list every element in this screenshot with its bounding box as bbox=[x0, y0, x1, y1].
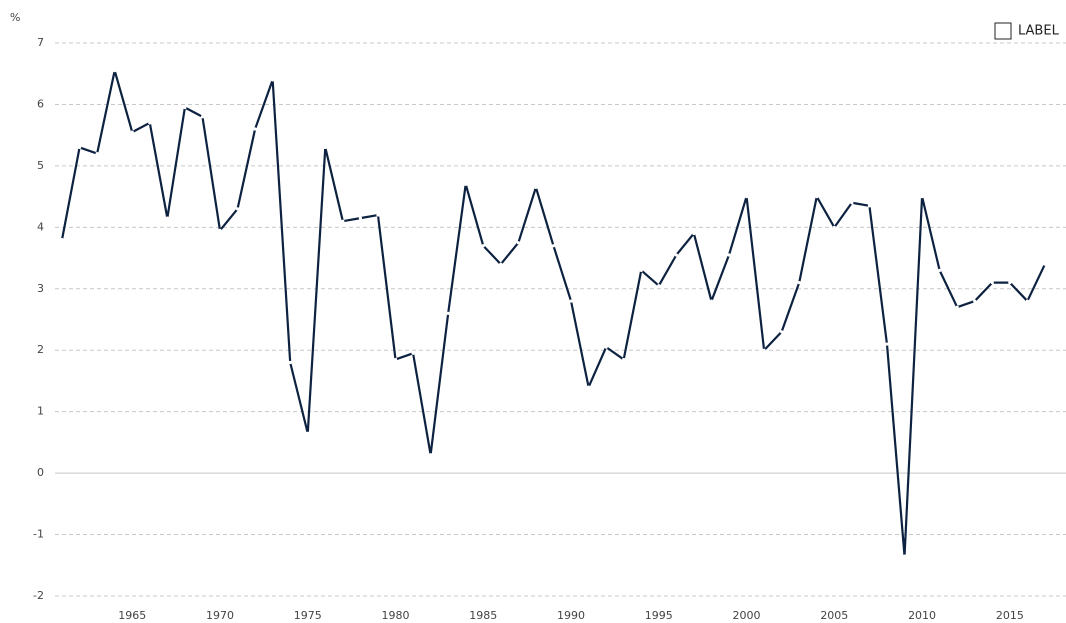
point bbox=[1008, 281, 1012, 285]
x-tick-label: 1970 bbox=[206, 609, 234, 622]
point bbox=[657, 284, 661, 288]
point bbox=[446, 311, 450, 315]
point bbox=[1025, 299, 1029, 303]
point bbox=[586, 385, 591, 389]
x-tick-label: 1995 bbox=[645, 609, 673, 622]
point bbox=[218, 228, 222, 233]
point bbox=[990, 281, 994, 285]
point bbox=[639, 268, 643, 272]
point bbox=[306, 431, 310, 435]
point bbox=[780, 330, 784, 334]
point bbox=[815, 195, 819, 199]
point bbox=[95, 152, 99, 156]
x-tick-label: 1985 bbox=[469, 609, 497, 622]
point bbox=[551, 244, 556, 248]
y-tick-label: 2 bbox=[37, 343, 44, 356]
point bbox=[920, 195, 924, 199]
y-tick-label: -1 bbox=[33, 528, 44, 541]
y-tick-label: -2 bbox=[33, 589, 44, 602]
point bbox=[727, 253, 731, 257]
point bbox=[323, 145, 327, 150]
point bbox=[516, 241, 520, 245]
point bbox=[762, 348, 766, 352]
point bbox=[604, 345, 608, 349]
point bbox=[569, 299, 573, 303]
point bbox=[709, 299, 714, 303]
point bbox=[253, 127, 257, 131]
point bbox=[376, 213, 380, 217]
x-tick-label: 1965 bbox=[118, 609, 146, 622]
point bbox=[499, 262, 503, 266]
point bbox=[288, 360, 292, 365]
point bbox=[481, 244, 485, 248]
y-tick-label: 1 bbox=[37, 405, 44, 418]
x-tick-label: 2015 bbox=[996, 609, 1024, 622]
point bbox=[955, 305, 959, 309]
point bbox=[622, 357, 626, 362]
point bbox=[464, 182, 468, 186]
point bbox=[411, 351, 415, 355]
point bbox=[148, 121, 152, 125]
legend-label: LABEL bbox=[1018, 24, 1060, 39]
x-tick-label: 1990 bbox=[557, 609, 585, 622]
point bbox=[534, 185, 538, 189]
point bbox=[850, 201, 854, 205]
point bbox=[165, 216, 169, 220]
x-tick-label: 2000 bbox=[733, 609, 761, 622]
point bbox=[341, 219, 345, 223]
point bbox=[1043, 262, 1047, 266]
point bbox=[77, 145, 82, 150]
point bbox=[271, 78, 275, 82]
x-tick-label: 2005 bbox=[820, 609, 848, 622]
y-unit: % bbox=[10, 11, 20, 24]
point bbox=[973, 299, 977, 303]
line bbox=[60, 69, 1046, 558]
legend-swatch bbox=[994, 22, 1012, 40]
point bbox=[902, 554, 907, 558]
point bbox=[938, 268, 942, 272]
point bbox=[744, 195, 749, 199]
point bbox=[429, 453, 433, 457]
y-tick-label: 7 bbox=[37, 36, 44, 49]
point bbox=[832, 225, 836, 229]
y-tick-label: 0 bbox=[37, 466, 44, 479]
x-tick-label: 1975 bbox=[294, 609, 322, 622]
point bbox=[885, 342, 889, 346]
point bbox=[867, 204, 872, 208]
point bbox=[235, 207, 240, 211]
point bbox=[674, 253, 678, 257]
x-tick-label: 2010 bbox=[908, 609, 936, 622]
point bbox=[797, 281, 801, 285]
point bbox=[130, 130, 134, 134]
point bbox=[113, 69, 117, 73]
y-tick-label: 6 bbox=[37, 97, 44, 110]
point bbox=[60, 238, 64, 242]
x-tick-label: 1980 bbox=[382, 609, 410, 622]
point bbox=[200, 115, 205, 119]
y-tick-label: 3 bbox=[37, 282, 44, 295]
y-tick-label: 4 bbox=[37, 220, 44, 233]
point bbox=[692, 231, 696, 236]
point bbox=[183, 105, 187, 110]
point bbox=[358, 216, 363, 220]
y-tick-label: 5 bbox=[37, 159, 44, 172]
point bbox=[393, 357, 398, 362]
